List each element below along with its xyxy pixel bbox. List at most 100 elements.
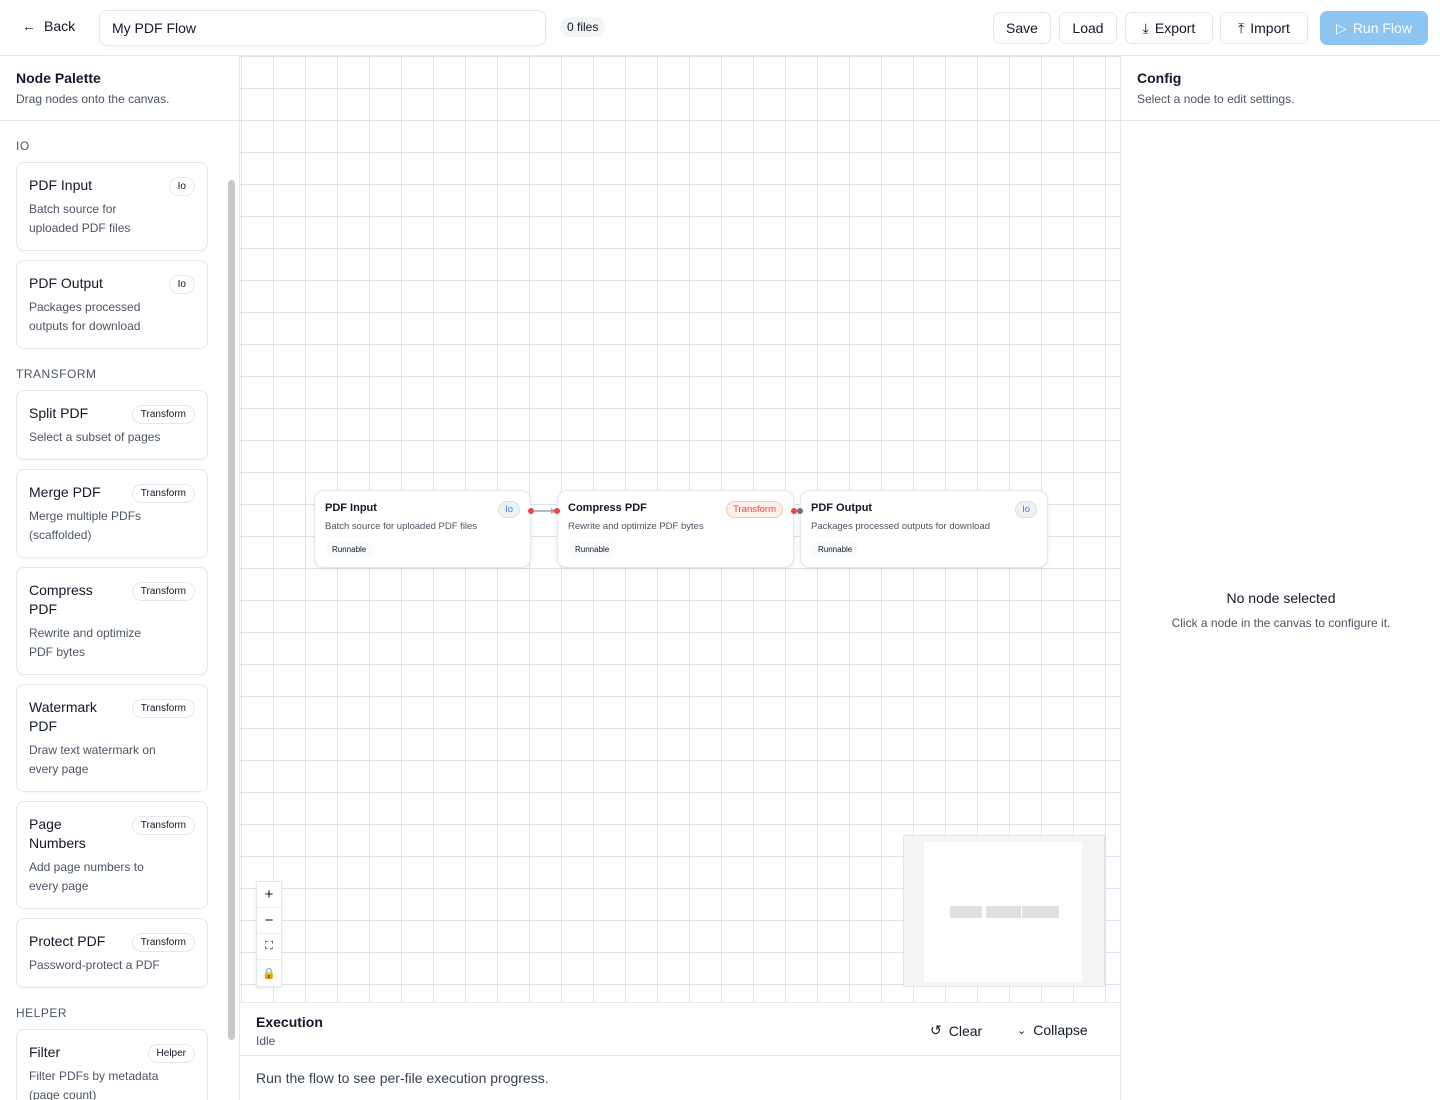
palette-item-desc: Add page numbers to every page [29, 860, 144, 893]
play-icon: ▷ [1336, 19, 1347, 36]
palette-item-title: Protect PDF [29, 933, 106, 949]
palette-item-badge: Transform [131, 699, 195, 718]
palette-item-desc: Filter PDFs by metadata (page count) [29, 1069, 159, 1100]
palette-item-desc: Select a subset of pages [29, 430, 161, 444]
node-badge: Transform [726, 501, 783, 518]
palette-item-title: Merge PDF [29, 484, 101, 500]
palette-item[interactable]: Split PDF Select a subset of pages Transfo… [16, 390, 208, 460]
zoom-in-button[interactable]: + [257, 882, 281, 908]
palette-item-badge: Transform [131, 484, 195, 503]
zoom-out-button[interactable]: − [257, 908, 281, 934]
run-flow-button[interactable]: ▷ Run Flow [1320, 11, 1428, 45]
palette-item-badge: Transform [131, 933, 195, 952]
palette-item-title: PDF Output [29, 275, 103, 291]
node-palette: Node Palette Drag nodes onto the canvas. … [0, 56, 240, 1100]
input-handle[interactable] [797, 508, 803, 514]
palette-item-title: Compress PDF [29, 582, 93, 617]
execution-message: Run the flow to see per-file execution p… [256, 1070, 549, 1086]
palette-item-title: Filter [29, 1044, 61, 1060]
minimap[interactable] [903, 835, 1105, 987]
minimap-node [1022, 906, 1059, 918]
palette-item-badge: Transform [131, 582, 195, 601]
node-badge: Io [498, 501, 520, 518]
palette-section-label: HELPER [16, 1006, 68, 1020]
input-handle[interactable] [554, 508, 560, 514]
output-handle[interactable] [791, 508, 797, 514]
export-label: Export [1154, 20, 1196, 36]
palette-scrollbar[interactable] [228, 180, 235, 1040]
node-status: Runnable [568, 542, 617, 557]
palette-item-badge: Io [168, 177, 195, 196]
palette-item-badge: Io [168, 275, 195, 294]
empty-title: No node selected [1226, 590, 1336, 606]
palette-section-label: TRANSFORM [16, 367, 97, 381]
node-badge: Io [1015, 501, 1037, 518]
canvas-node-pdf-input[interactable]: PDF Input Batch source for uploaded PDF … [314, 490, 531, 568]
palette-item-badge: Transform [131, 405, 195, 424]
canvas-node-compress-pdf[interactable]: Compress PDF Rewrite and optimize PDF by… [557, 490, 794, 568]
palette-item[interactable]: Watermark PDF Draw text watermark on ever… [16, 684, 208, 792]
palette-item-desc: Draw text watermark on every page [29, 743, 156, 776]
palette-item-title: Page Numbers [29, 816, 86, 851]
node-status: Runnable [325, 542, 374, 557]
download-icon: ⤓ [1142, 19, 1149, 36]
import-label: Import [1250, 20, 1290, 36]
fit-view-button[interactable]: ⛶ [257, 934, 281, 960]
export-button[interactable]: ⤓ Export [1125, 12, 1213, 44]
empty-desc: Click a node in the canvas to configure … [1171, 616, 1391, 630]
save-button[interactable]: Save [993, 12, 1051, 44]
minimap-node [986, 906, 1021, 918]
node-desc: Packages processed outputs for download [811, 521, 991, 532]
node-desc: Batch source for uploaded PDF files [325, 521, 478, 532]
config-subtitle: Select a node to edit settings. [1137, 92, 1295, 106]
edge-arrow-icon [551, 508, 556, 514]
palette-item[interactable]: PDF Input Batch source for uploaded PDF f… [16, 162, 208, 251]
config-panel: Config Select a node to edit settings. No… [1120, 56, 1440, 1100]
palette-list: IO PDF Input Batch source for uploaded PDF… [0, 139, 224, 1100]
palette-item[interactable]: Compress PDF Rewrite and optimize PDF byt… [16, 567, 208, 675]
node-title: PDF Input [325, 502, 377, 514]
palette-item[interactable]: Filter Filter PDFs by metadata (page coun… [16, 1029, 208, 1100]
canvas-node-pdf-output[interactable]: PDF Output Packages processed outputs fo… [800, 490, 1048, 568]
palette-item[interactable]: Merge PDF Merge multiple PDFs (scaffolded… [16, 469, 208, 558]
palette-item[interactable]: Protect PDF Password-protect a PDF Transfo… [16, 918, 208, 988]
node-desc: Rewrite and optimize PDF bytes [568, 521, 704, 532]
import-button[interactable]: ⤒ Import [1220, 12, 1308, 44]
palette-item-badge: Transform [131, 816, 195, 835]
load-button[interactable]: Load [1059, 12, 1117, 44]
palette-item-title: PDF Input [29, 177, 93, 193]
palette-title: Node Palette [16, 70, 101, 86]
collapse-label: Collapse [1033, 1022, 1088, 1038]
palette-item-desc: Rewrite and optimize PDF bytes [29, 626, 142, 659]
clear-button[interactable]: ↺ Clear [930, 1022, 982, 1039]
clear-label: Clear [948, 1022, 983, 1039]
node-status: Runnable [811, 542, 860, 557]
palette-item-desc: Password-protect a PDF [29, 958, 160, 972]
refresh-icon: ↺ [930, 1022, 942, 1038]
palette-item-title: Split PDF [29, 405, 89, 421]
palette-item-desc: Merge multiple PDFs (scaffolded) [29, 509, 142, 542]
palette-item[interactable]: Page Numbers Add page numbers to every pa… [16, 801, 208, 909]
file-count-badge: 0 files [560, 17, 606, 37]
node-title: Compress PDF [568, 502, 647, 514]
palette-item-desc: Batch source for uploaded PDF files [29, 202, 131, 235]
back-label: Back [44, 18, 76, 34]
flow-name-input[interactable] [99, 10, 546, 46]
back-button[interactable]: ← Back [22, 18, 75, 34]
palette-item-desc: Packages processed outputs for download [29, 300, 141, 333]
lock-button[interactable]: 🔒 [262, 967, 276, 980]
palette-subtitle: Drag nodes onto the canvas. [16, 92, 170, 106]
minimap-node [950, 906, 982, 918]
node-title: PDF Output [811, 502, 873, 514]
collapse-button[interactable]: ⌄ Collapse [1017, 1022, 1088, 1038]
palette-section-label: IO [16, 139, 30, 153]
config-title: Config [1137, 70, 1182, 86]
palette-item[interactable]: PDF Output Packages processed outputs for… [16, 260, 208, 349]
palette-item-badge: Helper [147, 1044, 195, 1063]
run-label: Run Flow [1352, 20, 1412, 36]
upload-icon: ⤒ [1238, 19, 1245, 36]
execution-panel: Execution Idle ↺ Clear ⌄ Collapse Run the f… [240, 1002, 1120, 1100]
output-handle[interactable] [528, 508, 534, 514]
flow-canvas[interactable]: PDF Input Batch source for uploaded PDF … [240, 56, 1120, 1002]
arrow-left-icon: ← [22, 18, 36, 34]
